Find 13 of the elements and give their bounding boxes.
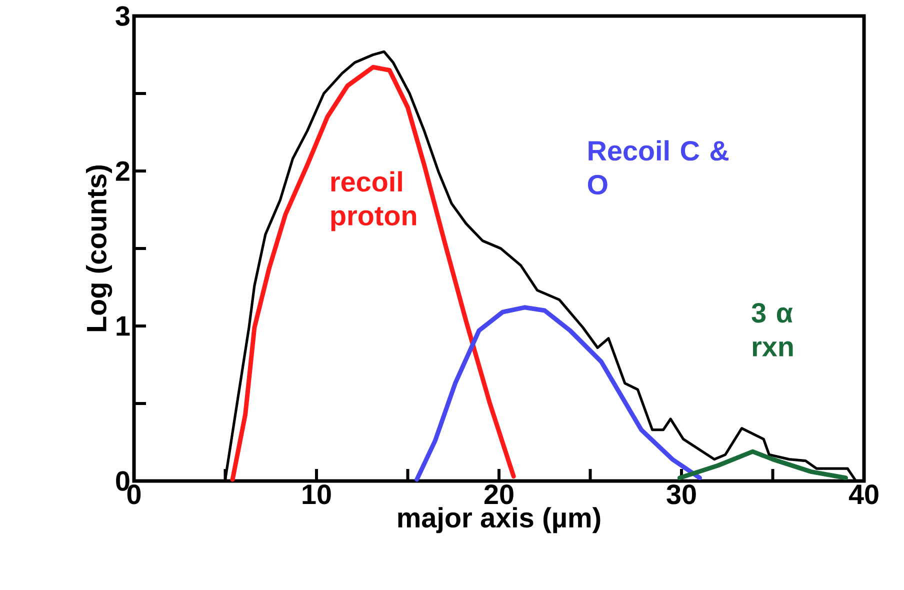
x-tick-label: 30 <box>666 484 696 504</box>
y-tick-label: 3 <box>116 6 130 26</box>
x-axis-title: major axis (µm) <box>398 507 600 534</box>
x-tick-label: 20 <box>484 484 514 504</box>
y-axis-title: Log (counts) <box>86 165 112 332</box>
text: 3 α rxn <box>752 302 793 356</box>
y-tick-label: 2 <box>116 161 130 181</box>
series-label: recoil proton <box>331 171 416 232</box>
y-tick-label: 1 <box>116 316 130 336</box>
y-tick-label: 0 <box>116 471 130 491</box>
x-tick-label: 10 <box>302 484 331 504</box>
text: Recoil C & O <box>588 140 728 195</box>
x-tick-label: 40 <box>848 484 878 504</box>
